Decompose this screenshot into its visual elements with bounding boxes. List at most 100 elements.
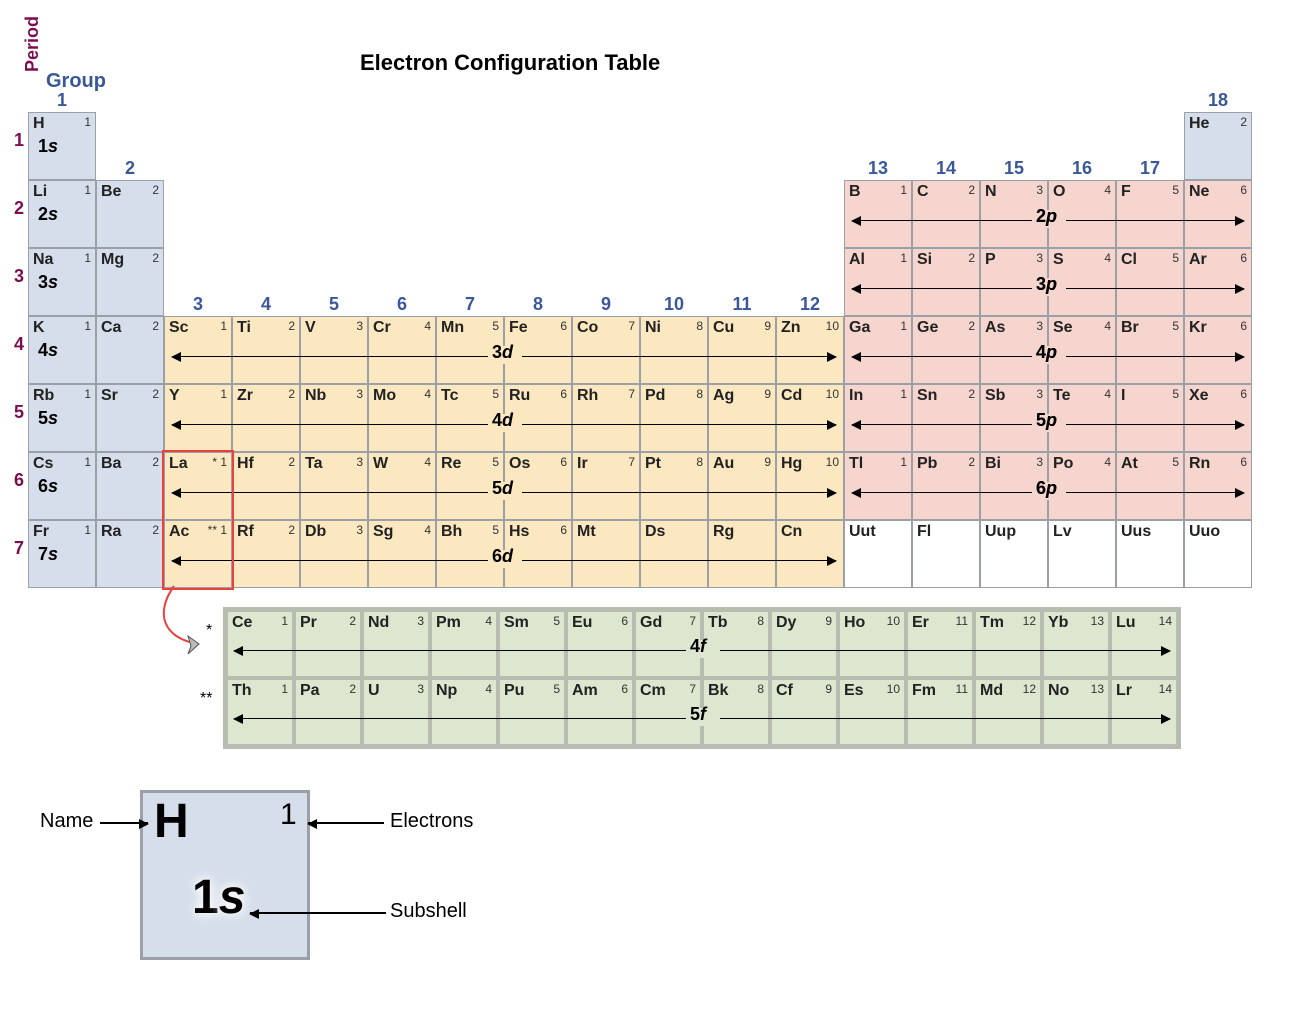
electron-count: 5 <box>1172 319 1179 333</box>
electron-count: 2 <box>288 455 295 469</box>
subshell-label: 6s <box>38 476 58 497</box>
subshell-label: 5s <box>38 408 58 429</box>
electron-count: 7 <box>689 682 696 696</box>
element-symbol: Zr <box>237 387 253 405</box>
element-cell-Ti: Ti2 <box>232 316 300 384</box>
electron-count: 5 <box>1172 251 1179 265</box>
element-symbol: Gd <box>640 614 662 632</box>
element-symbol: Lv <box>1053 523 1072 541</box>
electron-count: 4 <box>1104 251 1111 265</box>
electron-count: 5 <box>1172 455 1179 469</box>
element-symbol: Mg <box>101 251 124 269</box>
element-symbol: Uup <box>985 523 1016 541</box>
footnote-star: * <box>206 622 212 640</box>
electron-count: 9 <box>825 682 832 696</box>
electron-count: 5 <box>492 455 499 469</box>
electron-count: 4 <box>424 387 431 401</box>
period-number: 3 <box>12 266 26 287</box>
electron-count: 1 <box>900 251 907 265</box>
subshell-label: 4d <box>492 410 513 431</box>
element-symbol: Fm <box>912 682 936 700</box>
subshell-label: 6p <box>1036 478 1057 499</box>
electron-count: 1 <box>84 387 91 401</box>
element-cell-Cu: Cu9 <box>708 316 776 384</box>
element-symbol: Ce <box>232 614 252 632</box>
legend-subshell-label: Subshell <box>390 900 467 923</box>
electron-count: 4 <box>1104 319 1111 333</box>
element-cell-Uuo: Uuo <box>1184 520 1252 588</box>
element-symbol: Re <box>441 455 461 473</box>
element-cell-W: W4 <box>368 452 436 520</box>
subshell-label: 5d <box>492 478 513 499</box>
element-cell-No: No13 <box>1042 678 1110 746</box>
electron-count: 8 <box>757 682 764 696</box>
electron-count: 13 <box>1091 682 1104 696</box>
element-symbol: Hf <box>237 455 254 473</box>
element-cell-Pm: Pm4 <box>430 610 498 678</box>
electron-count: 3 <box>356 523 363 537</box>
element-cell-Ni: Ni8 <box>640 316 708 384</box>
electron-count: 4 <box>1104 455 1111 469</box>
element-symbol: Ra <box>101 523 121 541</box>
element-symbol: Kr <box>1189 319 1207 337</box>
electron-count: 11 <box>956 614 968 628</box>
subshell-label: 5p <box>1036 410 1057 431</box>
element-cell-Md: Md12 <box>974 678 1042 746</box>
electron-count: 6 <box>621 614 628 628</box>
element-cell-He: He2 <box>1184 112 1252 180</box>
electron-count: 7 <box>689 614 696 628</box>
group-number: 5 <box>300 294 368 315</box>
electron-count: 1 <box>900 183 907 197</box>
electron-count: 9 <box>764 455 771 469</box>
element-symbol: Pa <box>300 682 320 700</box>
element-symbol: Nd <box>368 614 389 632</box>
electron-count: 2 <box>968 455 975 469</box>
element-cell-C: C2 <box>912 180 980 248</box>
electron-count: 10 <box>826 319 839 333</box>
element-symbol: Ho <box>844 614 865 632</box>
electron-count: 4 <box>424 319 431 333</box>
element-symbol: Rn <box>1189 455 1210 473</box>
electron-count: 5 <box>1172 387 1179 401</box>
electron-count: 3 <box>1036 183 1043 197</box>
element-cell-Sm: Sm5 <box>498 610 566 678</box>
element-cell-Ho: Ho 10 <box>838 610 906 678</box>
element-cell-Uut: Uut <box>844 520 912 588</box>
subshell-label: 2p <box>1036 206 1057 227</box>
subshell-label: 3p <box>1036 274 1057 295</box>
element-symbol: Am <box>572 682 598 700</box>
electron-count: 6 <box>1240 319 1247 333</box>
electron-count: 1 <box>220 523 227 537</box>
element-symbol: N <box>985 183 997 201</box>
element-symbol: K <box>33 319 45 337</box>
electron-count: 8 <box>757 614 764 628</box>
element-cell-Cn: Cn <box>776 520 844 588</box>
element-cell-V: V3 <box>300 316 368 384</box>
element-symbol: Al <box>849 251 865 269</box>
element-symbol: Md <box>980 682 1003 700</box>
element-cell-Hg: Hg10 <box>776 452 844 520</box>
element-symbol: Fr <box>33 523 49 541</box>
electron-count: 10 <box>887 614 900 628</box>
electron-count: 4 <box>485 614 492 628</box>
element-symbol: Mt <box>577 523 596 541</box>
electron-count: 3 <box>1036 387 1043 401</box>
element-cell-Sc: Sc1 <box>164 316 232 384</box>
element-cell-Pu: Pu5 <box>498 678 566 746</box>
element-symbol: Pb <box>917 455 937 473</box>
element-symbol: Ta <box>305 455 322 473</box>
electron-count: 2 <box>968 251 975 265</box>
element-symbol: Sg <box>373 523 393 541</box>
element-symbol: Pd <box>645 387 665 405</box>
element-symbol: Cr <box>373 319 391 337</box>
element-cell-Co: Co7 <box>572 316 640 384</box>
legend-subshell-value: 1s <box>192 870 245 925</box>
element-symbol: Os <box>509 455 530 473</box>
element-cell-Uus: Uus <box>1116 520 1184 588</box>
element-cell-Lr: Lr14 <box>1110 678 1178 746</box>
element-symbol: H <box>33 115 45 133</box>
element-symbol: Pr <box>300 614 317 632</box>
element-symbol: Fl <box>917 523 931 541</box>
element-symbol: Ca <box>101 319 121 337</box>
electron-count: 8 <box>696 387 703 401</box>
